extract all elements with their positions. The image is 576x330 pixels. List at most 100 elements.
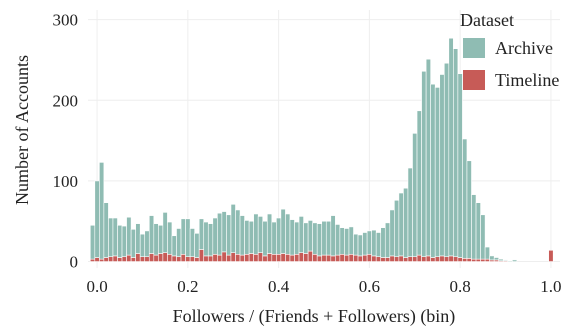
bar-timeline [434, 256, 441, 262]
bar-archive [389, 209, 395, 257]
bar-archive [457, 73, 463, 258]
bar-timeline [357, 255, 363, 262]
bar-archive [153, 223, 159, 256]
bar-timeline [384, 257, 391, 262]
bar-archive [167, 221, 173, 255]
bar-archive [498, 258, 504, 262]
bar-timeline [126, 254, 132, 262]
bar-timeline [330, 255, 336, 262]
bar-timeline [180, 253, 186, 262]
bar-archive [148, 215, 155, 254]
bar-archive [489, 255, 495, 261]
x-tick-label: 0.8 [450, 277, 471, 296]
bar-archive [139, 233, 146, 258]
bar-archive [339, 227, 345, 255]
bar-archive [117, 224, 123, 258]
bar-timeline [453, 256, 459, 262]
bar-archive [421, 70, 427, 258]
bar-archive [221, 211, 227, 253]
legend-label-archive: Archive [495, 38, 553, 58]
bar-archive [335, 224, 341, 256]
bar-timeline [112, 255, 118, 262]
bar-archive [198, 218, 205, 250]
bars-layer [89, 37, 554, 262]
y-tick-label: 300 [53, 11, 79, 30]
bar-archive [244, 220, 250, 255]
bar-archive [398, 192, 404, 257]
bar-timeline [425, 255, 431, 262]
bar-archive [330, 215, 336, 257]
bar-archive [289, 219, 295, 256]
bar-archive [502, 259, 509, 262]
bar-archive [475, 202, 481, 260]
bar-archive [439, 74, 445, 257]
bar-archive [371, 229, 377, 257]
bar-timeline [416, 254, 422, 262]
bar-archive [189, 228, 195, 258]
bar-archive [171, 235, 177, 257]
bar-timeline [257, 252, 264, 262]
bar-timeline [221, 251, 227, 262]
bar-archive [285, 213, 291, 255]
bar-archive [312, 222, 318, 255]
bar-timeline [289, 254, 295, 262]
y-tick-label: 0 [70, 253, 79, 272]
bar-timeline [285, 253, 291, 262]
bar-timeline [189, 256, 195, 262]
bar-archive [298, 216, 304, 253]
bar-timeline [471, 258, 477, 262]
bar-archive [394, 199, 400, 258]
bar-timeline [217, 254, 223, 262]
bar-timeline [403, 257, 409, 262]
bar-timeline [207, 255, 214, 262]
y-tick-label: 200 [53, 91, 79, 110]
bar-timeline [99, 258, 105, 262]
bar-timeline [448, 255, 454, 262]
bar-timeline [353, 254, 359, 262]
bar-archive [162, 212, 168, 253]
bar-archive [217, 212, 223, 256]
bar-timeline [280, 253, 286, 262]
bar-timeline [335, 254, 341, 262]
bar-timeline [158, 253, 164, 262]
bar-archive [448, 37, 454, 257]
bar-archive [94, 180, 100, 258]
bar-archive [407, 167, 413, 258]
bar-archive [248, 220, 254, 254]
bar-archive [493, 257, 500, 261]
bar-archive [453, 48, 459, 258]
bar-timeline [412, 256, 418, 262]
bar-timeline [421, 256, 427, 262]
legend-swatch-archive [463, 38, 485, 58]
bar-timeline [244, 253, 250, 262]
bar-timeline [321, 254, 327, 262]
bar-timeline [176, 256, 182, 262]
bar-timeline [239, 254, 245, 262]
bar-archive [412, 133, 418, 258]
bar-archive [403, 187, 409, 258]
x-tick-label: 0.0 [86, 277, 107, 296]
bar-timeline [366, 253, 372, 262]
bar-timeline [266, 253, 273, 262]
bar-timeline [325, 254, 332, 262]
x-tick-label: 0.6 [359, 277, 380, 296]
bar-archive [271, 221, 277, 255]
legend-label-timeline: Timeline [495, 70, 559, 90]
bar-timeline [144, 256, 150, 262]
bar-timeline [548, 249, 554, 262]
bar-timeline [344, 254, 350, 262]
x-tick-label: 0.2 [177, 277, 198, 296]
bar-archive [126, 216, 132, 256]
bar-archive [425, 58, 431, 257]
bar-timeline [271, 253, 277, 262]
bar-archive [353, 233, 359, 256]
bar-timeline [194, 257, 200, 262]
bar-archive [434, 87, 441, 258]
bar-timeline [443, 256, 450, 262]
bar-archive [212, 217, 218, 255]
x-axis-label: Followers / (Friends + Followers) (bin) [173, 306, 456, 327]
bar-timeline [462, 258, 468, 262]
bar-archive [257, 216, 264, 253]
bar-archive [276, 217, 282, 255]
bar-timeline [130, 257, 136, 262]
